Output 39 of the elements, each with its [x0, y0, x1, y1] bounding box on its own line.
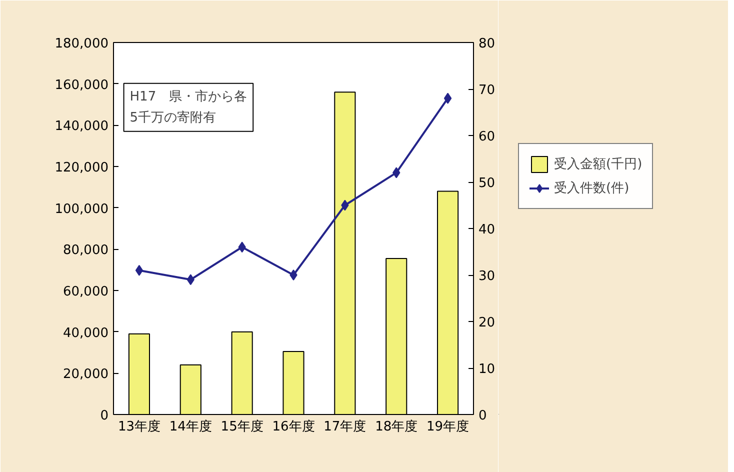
- y-tick-label: 160,000: [54, 78, 109, 93]
- x-tick-label: 13年度: [118, 418, 160, 434]
- x-tick-label: 19年度: [426, 418, 470, 434]
- bar: [180, 364, 202, 414]
- bar: [128, 333, 150, 414]
- bar: [282, 350, 304, 414]
- y2-tick-label: 0: [478, 408, 487, 424]
- y-tick-label: 180,000: [54, 36, 109, 52]
- y2-tick-label: 40: [478, 222, 496, 238]
- x-tick-label: 18年度: [375, 418, 418, 434]
- y-tick-label: 140,000: [54, 119, 109, 134]
- y-tick-label: 40,000: [63, 326, 109, 341]
- annotation: H17 県・市から各 5千万の寄附有: [130, 89, 248, 126]
- x-tick-label: 14年度: [169, 418, 212, 434]
- point: [290, 270, 298, 280]
- bar: [437, 190, 459, 414]
- y2-tick-label: 30: [478, 269, 496, 284]
- legend-label: 受入件数(件): [554, 180, 630, 197]
- x-tick-label: 16年度: [272, 418, 315, 434]
- y-tick-label: 0: [100, 408, 109, 424]
- y2-tick-label: 70: [478, 83, 496, 98]
- point: [135, 264, 144, 276]
- y2-tick-label: 20: [478, 316, 496, 330]
- y-tick-label: 20,000: [63, 367, 109, 382]
- y2-tick-label: 10: [478, 362, 496, 377]
- y-tick-label: 100,000: [54, 202, 109, 217]
- bar: [231, 331, 253, 414]
- y2-tick-label: 60: [478, 130, 496, 144]
- x-tick-label: 17年度: [324, 418, 366, 434]
- x-tick-label: 15年度: [220, 418, 264, 434]
- y2-tick-label: 80: [478, 36, 496, 52]
- bar: [386, 258, 408, 414]
- y-tick-label: 120,000: [54, 160, 109, 176]
- bar: [334, 92, 356, 414]
- legend-label: 受入金額(千円): [554, 156, 642, 173]
- y-tick-label: 80,000: [63, 243, 109, 258]
- point: [444, 92, 452, 104]
- y2-tick-label: 50: [478, 176, 496, 191]
- y-tick-label: 60,000: [63, 284, 109, 300]
